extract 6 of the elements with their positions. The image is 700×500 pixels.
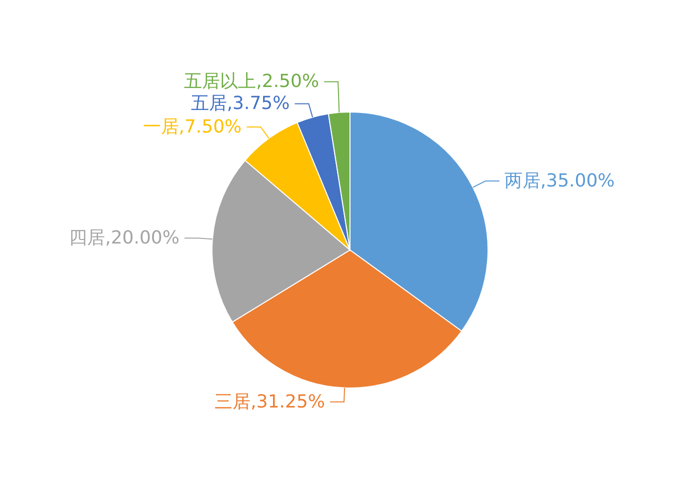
slice-label: 两居,35.00% (504, 170, 615, 192)
slice-label: 三居,31.25% (214, 391, 326, 412)
slice-label: 五居以上,2.50% (184, 71, 320, 92)
slice-label: 一居,7.50% (142, 116, 242, 138)
slice-label: 四居,20.00% (69, 228, 180, 249)
slice-label: 五居,3.75% (190, 93, 290, 114)
